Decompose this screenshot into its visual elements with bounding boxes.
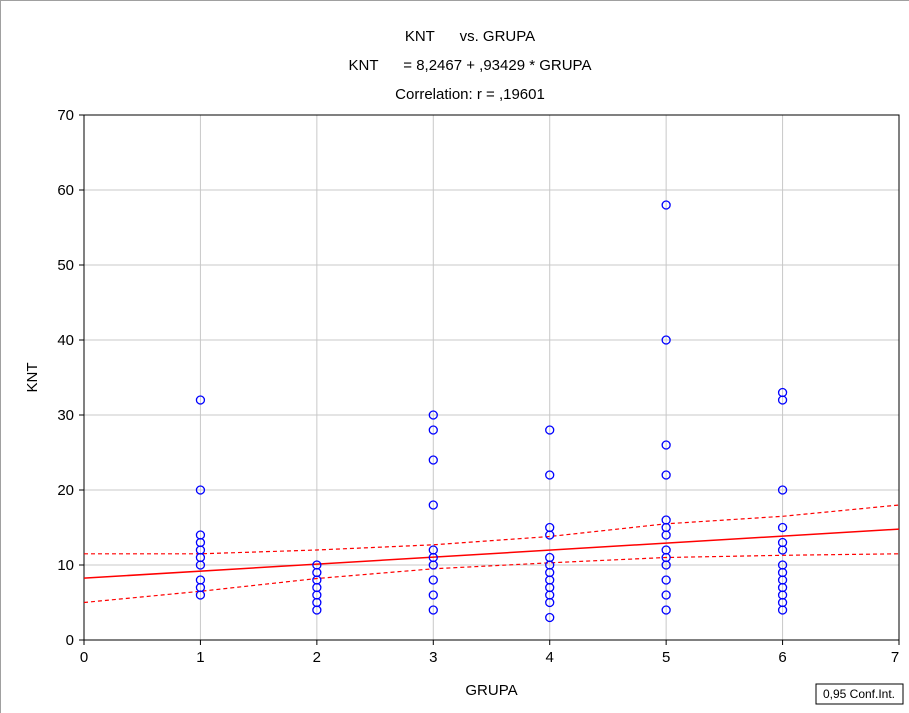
x-tick-label: 2	[313, 649, 321, 666]
data-point	[195, 560, 206, 570]
data-point	[661, 560, 671, 570]
data-point	[777, 485, 788, 495]
chart-title-line: KNT vs. GRUPA	[405, 28, 535, 45]
x-tick-label: 6	[778, 649, 786, 666]
x-tick-label: 4	[546, 649, 554, 666]
chart-title-line: KNT = 8,2467 + ,93429 * GRUPA	[349, 57, 592, 74]
y-tick-label: 20	[57, 482, 74, 499]
data-point	[545, 470, 555, 480]
data-point	[777, 605, 788, 615]
data-point	[661, 575, 671, 585]
data-point	[661, 440, 671, 450]
legend-text: 0,95 Conf.Int.	[823, 687, 895, 701]
data-point	[195, 485, 206, 495]
data-point	[428, 590, 438, 600]
data-point	[195, 395, 206, 405]
legend-box	[815, 683, 904, 705]
data-point	[777, 522, 788, 533]
plot-border	[83, 114, 900, 641]
data-point	[661, 470, 671, 480]
data-point	[428, 500, 438, 510]
data-point	[428, 455, 438, 465]
data-point	[428, 560, 438, 570]
data-point	[545, 530, 555, 540]
x-tick-label: 5	[662, 649, 670, 666]
data-point	[545, 425, 555, 435]
y-tick-label: 40	[57, 332, 74, 349]
y-tick-label: 60	[57, 182, 74, 199]
data-point	[428, 605, 438, 615]
data-point	[195, 590, 206, 600]
data-point	[428, 425, 438, 435]
data-point	[777, 545, 788, 555]
chart-title-line: Correlation: r = ,19601	[395, 86, 545, 103]
x-tick-label: 3	[429, 649, 437, 666]
data-point	[428, 410, 438, 420]
data-point	[545, 612, 555, 623]
x-tick-label: 1	[196, 649, 204, 666]
regression-line	[83, 528, 900, 579]
data-point	[661, 605, 671, 615]
conf-band-upper	[84, 504, 900, 555]
x-tick-label: 7	[891, 649, 899, 666]
plot-area	[84, 115, 899, 640]
y-tick-label: 0	[66, 632, 74, 649]
data-point	[777, 395, 788, 405]
conf-band-lower	[83, 553, 900, 604]
y-axis-label: KNT	[24, 363, 41, 393]
y-tick-label: 50	[57, 257, 74, 274]
data-point	[661, 530, 671, 540]
data-point	[661, 200, 671, 210]
y-tick-label: 30	[57, 407, 74, 424]
data-point	[428, 575, 438, 585]
y-tick-label: 70	[57, 107, 74, 124]
data-point	[661, 335, 671, 345]
y-tick-label: 10	[57, 557, 74, 574]
data-point	[545, 597, 555, 608]
x-tick-label: 0	[80, 649, 88, 666]
data-point	[661, 590, 671, 600]
x-axis-label: GRUPA	[465, 682, 517, 699]
data-point	[312, 605, 322, 615]
